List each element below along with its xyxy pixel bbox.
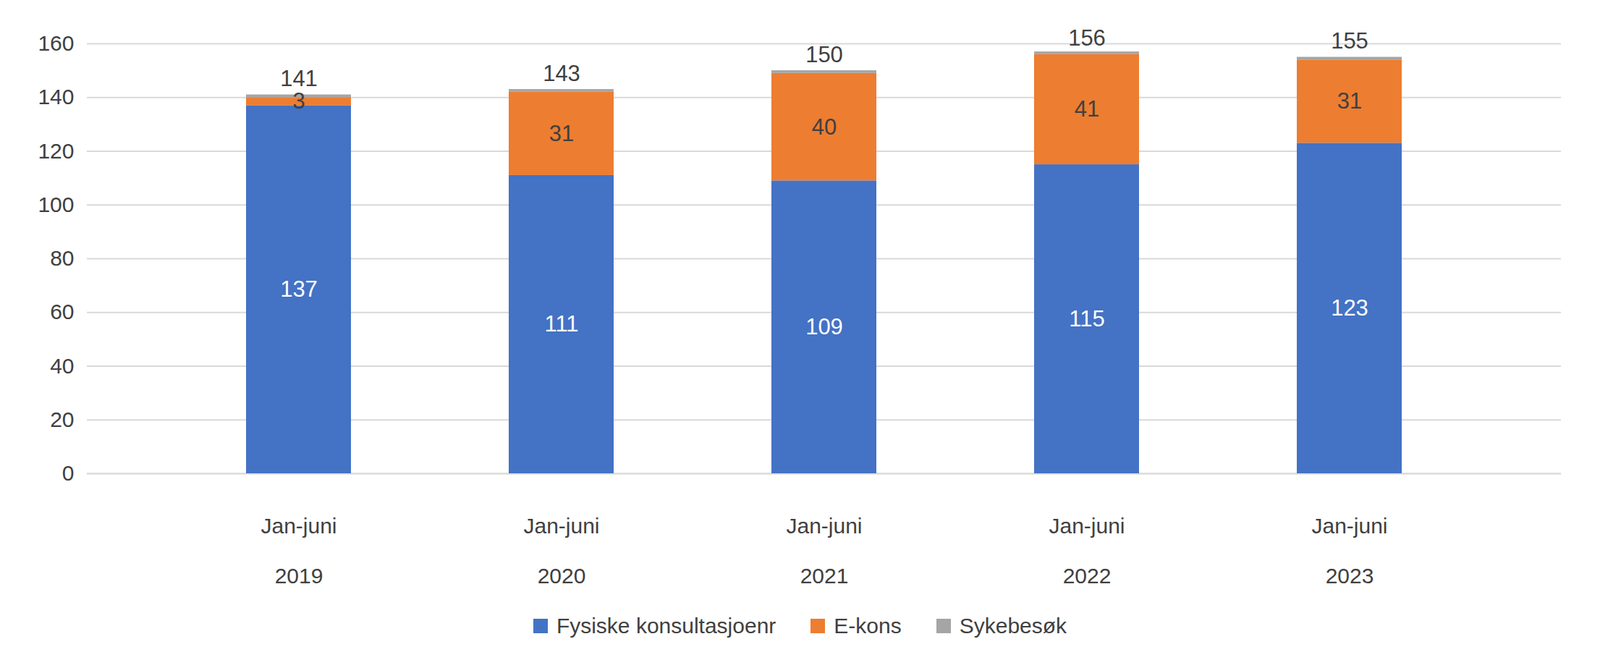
html-text:E-kons: E-kons [833,613,902,638]
svg-text:156: 156 [1068,25,1106,51]
svg-text:Jan-juni2022: Jan-juni2022 [1048,513,1125,588]
svg-text:155: 155 [1330,28,1369,54]
svg-text:150: 150 [805,41,844,68]
svg-text:109: 109 [805,314,844,340]
svg-text:120: 120 [37,138,74,163]
svg-text:160: 160 [37,31,74,55]
svg-text:41: 41 [1074,96,1100,122]
svg-text:Jan-juni2021: Jan-juni2021 [785,513,862,588]
svg-text:31: 31 [549,120,574,147]
svg-text:60: 60 [49,299,74,324]
html-text:Fysiske konsultasjoenr: Fysiske konsultasjoenr [556,613,776,638]
svg-text:143: 143 [542,60,581,87]
svg-text:20: 20 [49,407,74,432]
svg-text:40: 40 [811,114,837,140]
svg-text:137: 137 [280,276,318,302]
svg-text:31: 31 [1337,88,1362,114]
svg-text:Jan-juni2020: Jan-juni2020 [523,513,600,588]
svg-text:141: 141 [280,65,318,92]
svg-text:3: 3 [292,88,305,114]
svg-text:80: 80 [49,246,74,270]
svg-text:123: 123 [1330,295,1369,321]
svg-text:Jan-juni2019: Jan-juni2019 [260,513,337,588]
svg-text:0: 0 [62,460,75,485]
svg-text:111: 111 [544,311,579,337]
svg-text:40: 40 [49,353,74,378]
svg-text:115: 115 [1068,306,1105,332]
html-text:Sykebesøk: Sykebesøk [959,613,1067,638]
svg-text:140: 140 [37,84,74,109]
svg-text:100: 100 [37,192,74,217]
svg-text:Jan-juni2023: Jan-juni2023 [1311,513,1388,588]
